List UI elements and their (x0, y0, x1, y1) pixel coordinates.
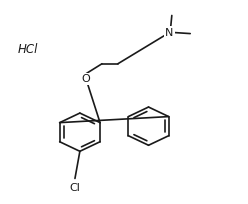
Text: Cl: Cl (69, 183, 80, 193)
Text: N: N (165, 28, 174, 38)
Text: HCl: HCl (18, 43, 38, 56)
Text: O: O (82, 74, 90, 84)
